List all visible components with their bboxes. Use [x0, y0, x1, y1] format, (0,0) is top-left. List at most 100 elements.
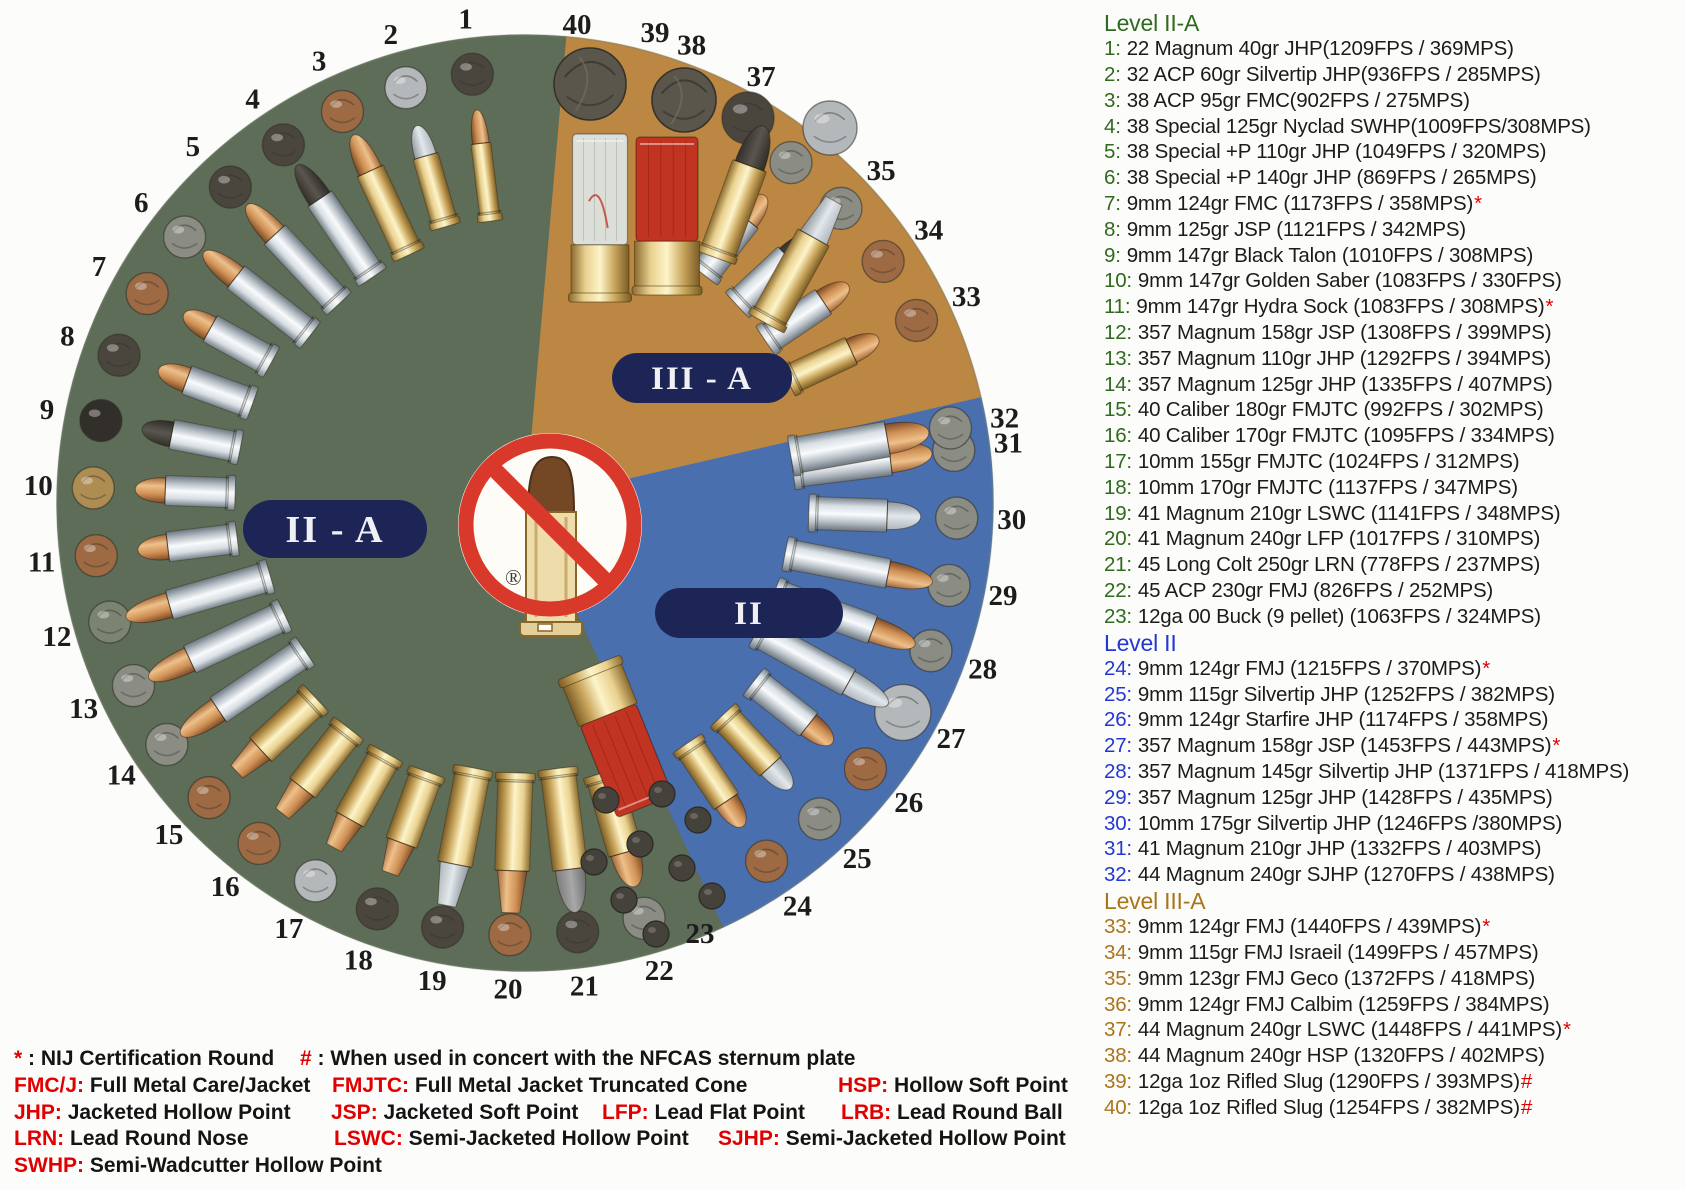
- cartridge: [202, 249, 321, 349]
- item-number: 6:: [1104, 166, 1121, 190]
- item-text: 9mm 147gr Golden Saber (1083FPS / 330FPS…: [1137, 269, 1562, 293]
- cartridge: [182, 309, 280, 378]
- item-text: 357 Magnum 110gr JHP (1292FPS / 394MPS): [1137, 346, 1551, 370]
- legend-term: SJHP:: [718, 1127, 780, 1151]
- item-number: 11:: [1104, 295, 1131, 319]
- ring-number-label: 10: [24, 470, 53, 502]
- item-number: 8:: [1104, 217, 1121, 241]
- recovered-bullet: [187, 775, 231, 820]
- legend-entry: JSP: Jacketed Soft Point: [331, 1100, 578, 1125]
- item-text: 32 ACP 60gr Silvertip JHP(936FPS / 285MP…: [1126, 63, 1541, 86]
- cartridge: [245, 203, 352, 316]
- item-number: 21:: [1104, 553, 1132, 577]
- nij-mark: *: [1482, 915, 1491, 939]
- item-number: 18:: [1104, 475, 1132, 499]
- ring-number-label: 29: [989, 580, 1018, 612]
- recovered-bullet: [208, 165, 253, 209]
- cartridge: [672, 733, 747, 828]
- item-number: 34:: [1104, 940, 1132, 964]
- legend-def: Hollow Soft Point: [888, 1073, 1068, 1097]
- ring-number-label: 4: [245, 83, 260, 115]
- legend-term: *: [14, 1047, 23, 1070]
- item-text: 12ga 1oz Rifled Slug (1290FPS / 393MPS): [1137, 1069, 1520, 1093]
- ring-number-label: 20: [494, 974, 523, 1006]
- ring-number-label: 35: [867, 155, 896, 187]
- ammo-item: 32: 44 Magnum 240gr SJHP (1270FPS / 438MP…: [1104, 862, 1683, 888]
- recovered-bullet: [111, 663, 156, 708]
- item-number: 1:: [1104, 37, 1121, 61]
- item-number: 35:: [1104, 966, 1132, 990]
- ring-number-label: 14: [107, 759, 136, 791]
- ammo-item: 14: 357 Magnum 125gr JHP (1335FPS / 407MP…: [1104, 372, 1683, 398]
- ring-number-label: 30: [997, 504, 1026, 536]
- ring-number-label: 23: [686, 918, 715, 950]
- recovered-bullet: [488, 913, 532, 957]
- ring-number-label: 8: [60, 320, 75, 352]
- legend-entry: # : When used in concert with the NFCAS …: [300, 1046, 855, 1071]
- cartridge: [411, 125, 461, 232]
- ammo-item: 27: 357 Magnum 158gr JSP (1453FPS / 443MP…: [1104, 733, 1683, 759]
- recovered-bullet: [927, 563, 971, 608]
- ammo-item: 15: 40 Caliber 180gr FMJTC (992FPS / 302M…: [1104, 397, 1683, 423]
- ring-number-label: 15: [154, 819, 183, 851]
- recovered-bullet: [797, 797, 842, 841]
- cartridge: [275, 716, 364, 820]
- cartridge: [294, 163, 387, 287]
- item-number: 10:: [1104, 269, 1132, 293]
- ammo-item: 35: 9mm 123gr FMJ Geco (1372FPS / 418MPS): [1104, 966, 1683, 992]
- legend-def: : NIJ Certification Round: [22, 1047, 275, 1070]
- ammo-item: 11: 9mm 147gr Hydra Sock (1083FPS / 308MP…: [1104, 294, 1683, 320]
- level-pill-label: II - A: [285, 509, 384, 551]
- legend-term: HSP:: [838, 1073, 889, 1097]
- cartridge: [780, 333, 880, 397]
- item-text: 10mm 170gr FMJTC (1137FPS / 347MPS): [1137, 475, 1518, 499]
- recovered-bullet: [71, 466, 115, 510]
- level-pill: II - A: [243, 500, 427, 558]
- ring-number-label: 24: [783, 891, 812, 923]
- legend-def: Lead Round Ball: [891, 1100, 1063, 1124]
- legend-term: LRB:: [841, 1100, 892, 1124]
- level-pill-label: III - A: [651, 361, 753, 397]
- ring-number-label: 26: [894, 787, 923, 819]
- legend-entry: LFP: Lead Flat Point: [602, 1100, 805, 1125]
- legend-def: Lead Round Nose: [64, 1127, 249, 1151]
- ammo-item: 23: 12ga 00 Buck (9 pellet) (1063FPS / 32…: [1104, 604, 1683, 630]
- recovered-bullet: [384, 66, 428, 110]
- legend-def: Lead Flat Point: [648, 1100, 805, 1124]
- item-number: 14:: [1104, 372, 1132, 396]
- legend-entry: LRB: Lead Round Ball: [841, 1100, 1063, 1125]
- legend-entry: * : NIJ Certification Round: [14, 1046, 274, 1071]
- recovered-bullet: [293, 859, 338, 903]
- item-number: 25:: [1104, 682, 1132, 706]
- ammo-item: 40: 12ga 1oz Rifled Slug (1254FPS / 382MP…: [1104, 1095, 1683, 1121]
- cartridge: [381, 765, 446, 877]
- level-pill: II: [655, 588, 843, 638]
- recovered-bullet: [843, 747, 888, 791]
- item-number: 15:: [1104, 398, 1132, 422]
- shotgun-shell: [631, 136, 703, 296]
- item-text: 9mm 124gr FMJ (1215FPS / 370MPS): [1137, 656, 1482, 680]
- item-number: 3:: [1104, 88, 1121, 112]
- cartridge: [125, 559, 276, 624]
- item-text: 10mm 155gr FMJTC (1024FPS / 312MPS): [1137, 449, 1520, 473]
- nij-mark: *: [1474, 191, 1482, 215]
- recovered-bullet: [450, 52, 495, 96]
- cartridge: [325, 743, 403, 853]
- recovered-bullet: [802, 100, 858, 156]
- item-text: 22 Magnum 40gr JHP(1209FPS / 369MPS): [1126, 37, 1514, 61]
- legend-term: FMC/J:: [14, 1073, 84, 1097]
- ring-number-label: 33: [952, 281, 981, 313]
- cartridge: [807, 493, 922, 533]
- cartridge: [537, 765, 588, 913]
- item-text: 9mm 124gr Starfire JHP (1174FPS / 358MPS…: [1137, 708, 1549, 732]
- ammo-list: Level II-A 1: 22 Magnum 40gr JHP(1209FPS /…: [1104, 10, 1683, 1120]
- cartridge: [748, 195, 843, 334]
- ammo-item: 5: 38 Special +P 110gr JHP (1049FPS / 320…: [1104, 139, 1683, 165]
- section-heading: Level II-A: [1104, 10, 1200, 36]
- item-text: 357 Magnum 158gr JSP (1308FPS / 399MPS): [1137, 320, 1552, 344]
- ammo-item: 36: 9mm 124gr FMJ Calbim (1259FPS / 384MP…: [1104, 992, 1683, 1018]
- ring-number-label: 19: [418, 965, 447, 997]
- cartridge: [137, 520, 240, 563]
- legend-term: FMJTC:: [332, 1073, 409, 1097]
